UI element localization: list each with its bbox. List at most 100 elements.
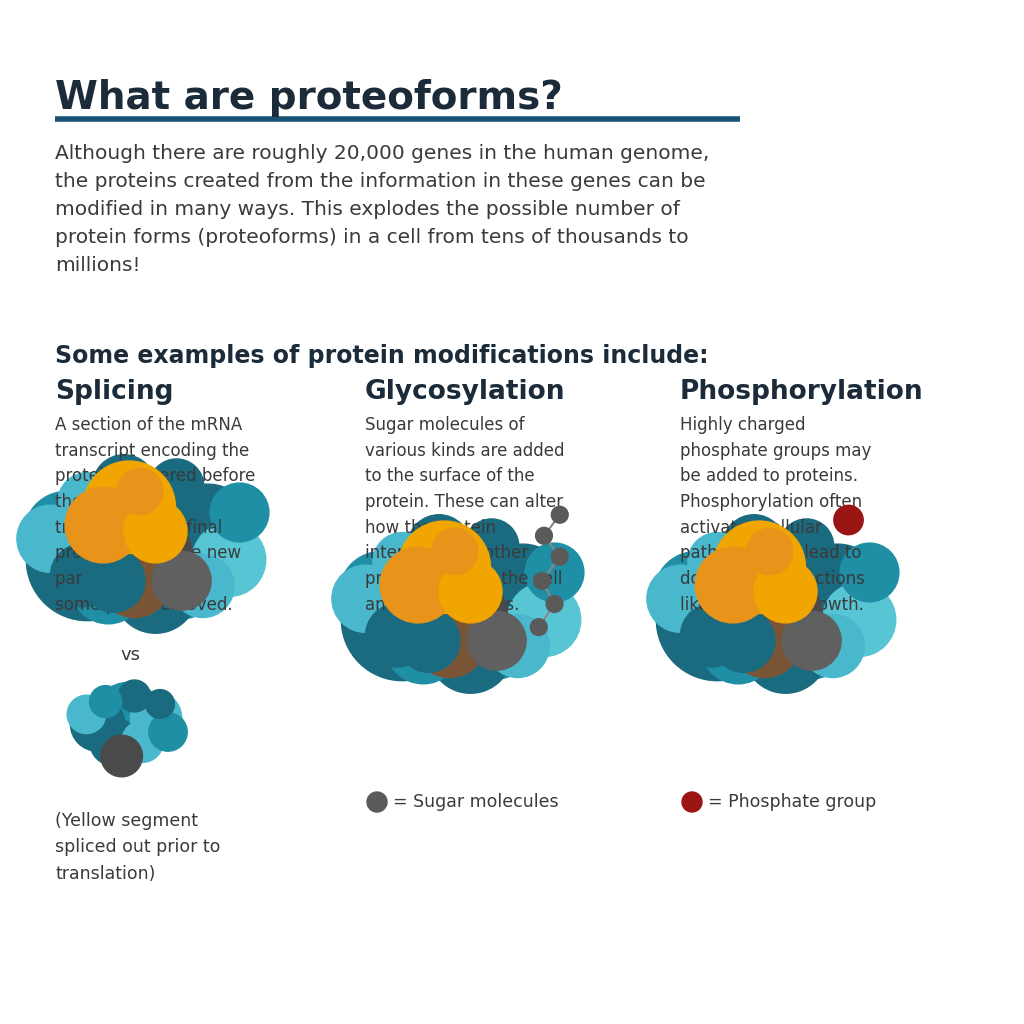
Circle shape (148, 713, 187, 752)
Circle shape (700, 608, 776, 684)
Circle shape (794, 544, 882, 633)
Circle shape (530, 618, 547, 636)
Circle shape (656, 559, 778, 681)
Circle shape (71, 696, 125, 752)
Circle shape (171, 555, 234, 617)
Circle shape (380, 547, 456, 623)
Text: A section of the mRNA
transcript encoding the
protein is altered before
the prot: A section of the mRNA transcript encodin… (55, 416, 255, 614)
Circle shape (17, 505, 84, 572)
Circle shape (479, 544, 567, 633)
Text: Splicing: Splicing (55, 379, 173, 406)
Circle shape (385, 608, 461, 684)
Circle shape (728, 604, 801, 678)
Circle shape (90, 686, 122, 718)
Circle shape (122, 721, 163, 763)
Circle shape (437, 570, 546, 680)
Circle shape (681, 604, 743, 667)
Text: Glycosylation: Glycosylation (365, 379, 565, 406)
Circle shape (688, 532, 746, 592)
Circle shape (122, 510, 231, 620)
Circle shape (713, 521, 806, 613)
Circle shape (738, 572, 822, 656)
Text: Some examples of protein modifications include:: Some examples of protein modifications i… (55, 344, 709, 368)
Circle shape (366, 604, 428, 667)
Circle shape (341, 559, 463, 681)
Circle shape (82, 470, 187, 575)
Circle shape (83, 461, 175, 553)
Circle shape (746, 528, 793, 574)
Circle shape (801, 614, 864, 678)
Circle shape (654, 552, 738, 636)
Circle shape (551, 548, 568, 565)
Circle shape (367, 792, 387, 812)
Text: (Yellow segment
spliced out prior to
translation): (Yellow segment spliced out prior to tra… (55, 812, 220, 883)
Circle shape (90, 718, 137, 766)
Circle shape (782, 611, 841, 670)
Circle shape (712, 609, 775, 672)
Circle shape (66, 487, 141, 563)
Circle shape (507, 583, 581, 656)
Circle shape (332, 565, 399, 633)
Circle shape (398, 521, 490, 613)
Circle shape (822, 583, 896, 656)
Circle shape (71, 548, 146, 624)
Circle shape (467, 611, 526, 670)
Circle shape (97, 544, 171, 617)
Circle shape (339, 552, 423, 636)
Circle shape (551, 506, 568, 523)
Text: vs: vs (120, 646, 140, 664)
Circle shape (145, 689, 174, 719)
Circle shape (413, 604, 486, 678)
Circle shape (840, 543, 899, 602)
Circle shape (397, 609, 460, 672)
Circle shape (723, 515, 785, 578)
Text: Sugar molecules of
various kinds are added
to the surface of the
protein. These : Sugar molecules of various kinds are add… (365, 416, 564, 614)
Circle shape (27, 499, 148, 621)
Text: Although there are roughly 20,000 genes in the human genome,
the proteins create: Although there are roughly 20,000 genes … (55, 144, 710, 275)
Circle shape (712, 530, 817, 636)
Circle shape (534, 572, 550, 589)
Circle shape (695, 547, 771, 623)
Circle shape (546, 596, 563, 612)
Circle shape (210, 483, 269, 542)
Circle shape (153, 551, 211, 610)
Circle shape (164, 484, 252, 572)
Circle shape (119, 680, 151, 712)
Circle shape (779, 519, 834, 573)
Circle shape (439, 560, 502, 623)
Circle shape (57, 473, 117, 531)
Text: Phosphorylation: Phosphorylation (680, 379, 924, 406)
Circle shape (25, 492, 109, 575)
Circle shape (373, 532, 432, 592)
Circle shape (408, 515, 470, 578)
Text: What are proteoforms?: What are proteoforms? (55, 79, 563, 117)
Circle shape (193, 523, 266, 597)
Circle shape (428, 609, 512, 693)
Circle shape (100, 735, 142, 777)
Circle shape (464, 519, 519, 573)
Circle shape (754, 560, 817, 623)
Circle shape (50, 544, 114, 607)
Circle shape (109, 512, 193, 597)
Circle shape (397, 530, 502, 636)
Circle shape (536, 527, 552, 544)
Circle shape (117, 468, 163, 515)
Circle shape (423, 572, 507, 656)
Circle shape (743, 609, 827, 693)
Circle shape (682, 792, 702, 812)
Circle shape (68, 695, 105, 733)
Text: = Sugar molecules: = Sugar molecules (393, 793, 559, 811)
Circle shape (130, 692, 181, 743)
Circle shape (92, 455, 156, 518)
Circle shape (486, 614, 549, 678)
Circle shape (82, 549, 145, 612)
Text: Highly charged
phosphate groups may
be added to proteins.
Phosphorylation often
: Highly charged phosphate groups may be a… (680, 416, 871, 614)
Circle shape (94, 682, 162, 750)
Circle shape (124, 500, 187, 563)
Circle shape (150, 459, 204, 514)
Text: = Phosphate group: = Phosphate group (708, 793, 877, 811)
Circle shape (834, 505, 863, 535)
Circle shape (647, 565, 714, 633)
Circle shape (432, 528, 478, 574)
Circle shape (752, 570, 861, 680)
